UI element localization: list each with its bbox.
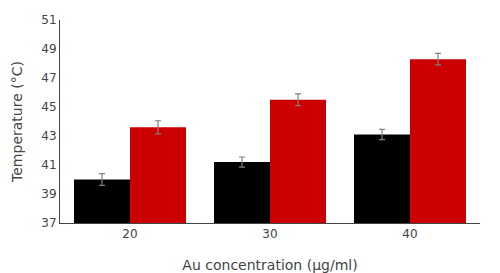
svg-text:37: 37 xyxy=(41,216,56,230)
svg-text:45: 45 xyxy=(41,100,56,114)
svg-text:Au concentration (μg/ml): Au concentration (μg/ml) xyxy=(182,257,357,273)
svg-text:30: 30 xyxy=(262,227,277,241)
svg-text:Temperature (°C): Temperature (°C) xyxy=(9,61,25,183)
svg-text:49: 49 xyxy=(41,42,56,56)
svg-text:43: 43 xyxy=(41,129,56,143)
svg-text:40: 40 xyxy=(402,227,417,241)
svg-text:20: 20 xyxy=(122,227,137,241)
svg-text:47: 47 xyxy=(41,71,56,85)
svg-text:39: 39 xyxy=(41,187,56,201)
svg-text:51: 51 xyxy=(41,13,56,27)
svg-text:41: 41 xyxy=(41,158,56,172)
